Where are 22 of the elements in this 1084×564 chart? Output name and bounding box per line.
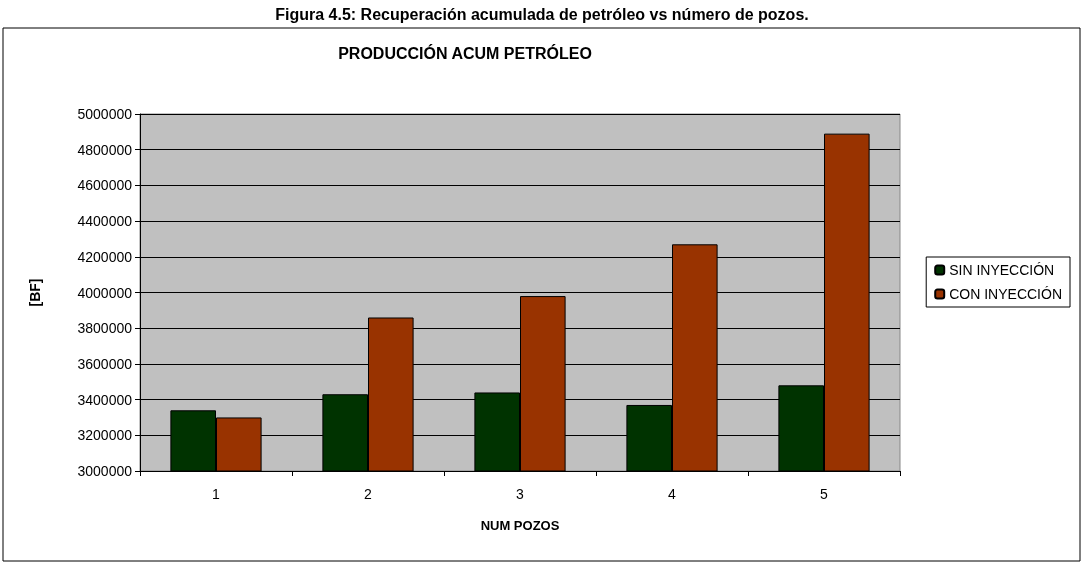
x-axis-title: NUM POZOS [480,518,560,533]
y-tick-label: 4800000 [77,141,133,158]
x-tick-label: 5 [820,486,829,502]
y-tick-label: 3400000 [77,391,133,408]
y-axis-title: [BF] [27,278,43,307]
y-tick-label: 4400000 [77,213,133,230]
text: Figura 4.5: Recuperación acumulada de petróleo vs número de pozos. [275,5,809,23]
chart-title: PRODUCCIÓN ACUM PETRÓLEO [338,43,592,62]
y-tick-label: 4200000 [77,248,133,265]
x-tick-label: 4 [668,486,677,502]
y-tick-label: 3600000 [77,355,133,372]
legend-label: CON INYECCIÓN [949,286,1063,302]
y-tick-label: 4000000 [77,284,133,301]
y-tick-label: 4600000 [77,177,133,194]
y-tick-label: 3200000 [77,427,133,444]
y-tick-label: 3800000 [77,320,133,337]
x-tick-label: 1 [212,486,221,502]
y-tick-label: 5000000 [77,106,133,122]
x-tick-label: 2 [364,486,373,502]
y-tick-label: 3000000 [77,463,133,479]
x-tick-label: 3 [516,486,525,502]
legend-label: SIN INYECCIÓN [949,262,1055,278]
